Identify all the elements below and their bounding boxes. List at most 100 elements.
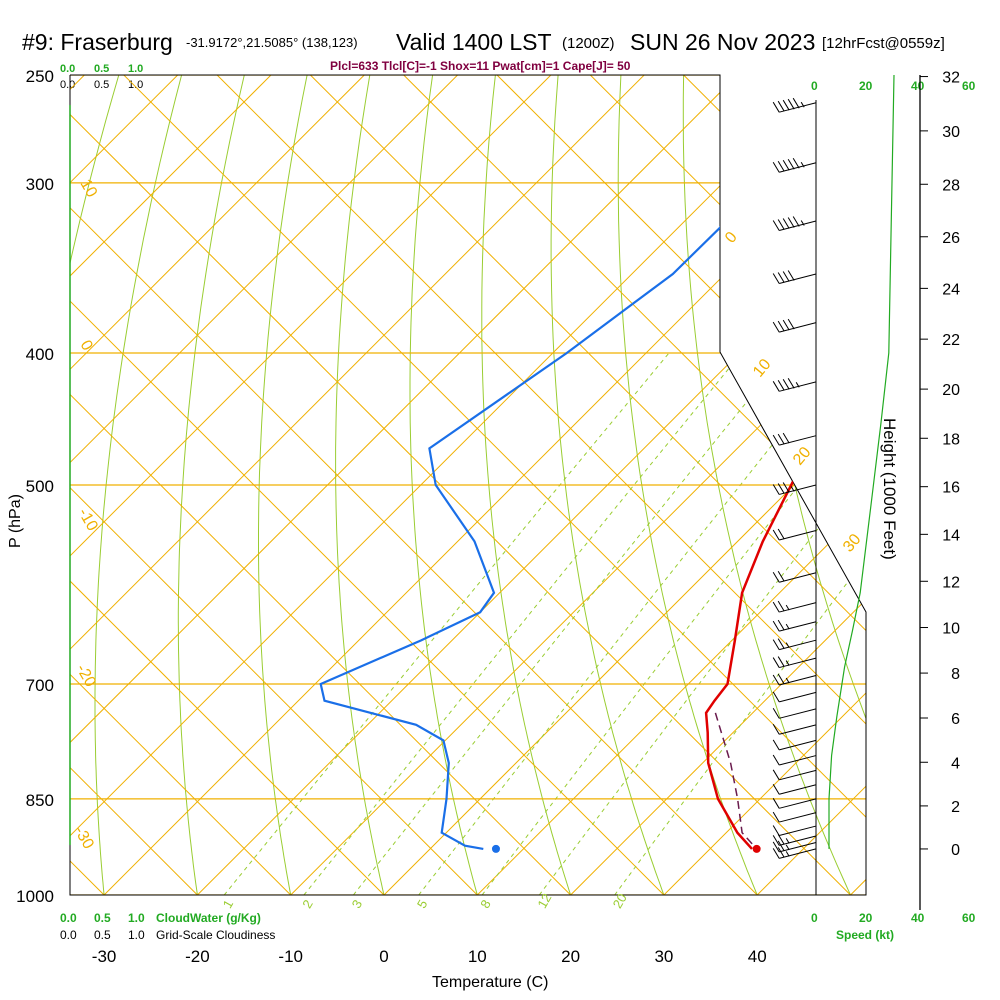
mixing-ratio-line [353, 352, 787, 895]
wind-barb-flag [772, 529, 780, 541]
speed-tick-top: 40 [911, 79, 925, 93]
temperature-tick-label: -20 [185, 947, 210, 966]
wind-barb-flag [787, 378, 795, 389]
height-tick-label: 26 [942, 230, 960, 247]
cloud-tick: 1.0 [128, 63, 143, 75]
height-tick-label: 16 [942, 480, 960, 497]
mixing-ratio-label: 2 [299, 897, 316, 911]
wind-barb-flag [782, 379, 790, 390]
wind-barb-half [800, 220, 805, 226]
wind-barb-staff [779, 322, 817, 333]
isotherm [663, 75, 866, 895]
wind-barb-flag [772, 691, 780, 703]
wind-barb-staff [779, 572, 817, 583]
dry-adiabat [550, 75, 665, 895]
isotherm-reverse [70, 75, 292, 895]
height-tick-label: 18 [942, 431, 960, 448]
speed-tick-bottom: 60 [962, 911, 976, 925]
wind-barb-half [795, 382, 800, 388]
speed-tick-bottom: 0 [811, 911, 818, 925]
pressure-tick-label: 500 [26, 477, 54, 496]
wind-barb-half [785, 604, 790, 611]
isotherm-label: -10 [75, 506, 101, 535]
wind-barb-staff [779, 798, 817, 809]
cloudwater-label: CloudWater (g/Kg) [156, 911, 261, 925]
wind-barb-staff [779, 724, 817, 735]
wind-barb-flag [782, 99, 790, 111]
wind-barb-flag [777, 656, 785, 667]
height-axis-label: Height (1000 Feet) [880, 418, 899, 560]
wind-barb [772, 691, 817, 703]
forecast-date: SUN 26 Nov 2023 [630, 29, 815, 55]
wind-barb-staff [779, 784, 817, 795]
wind-barb-half [785, 851, 790, 857]
height-tick-label: 6 [951, 711, 960, 728]
wind-barb-half [800, 101, 805, 108]
speed-tick-top: 60 [962, 79, 976, 93]
mixing-ratio-label: 20 [610, 891, 630, 911]
wind-barb-half [785, 677, 790, 684]
station-coords: -31.9172°,21.5085° (138,123) [186, 35, 358, 50]
speed-tick-top: 20 [859, 79, 873, 93]
utc-time: (1200Z) [562, 35, 615, 52]
stability-indices: Plcl=633 Tlcl[C]=-1 Shox=11 Pwat[cm]=1 C… [330, 59, 631, 73]
wind-barb [772, 811, 817, 823]
wind-barb-flag [782, 218, 790, 229]
y-axis-label: P (hPa) [7, 494, 24, 548]
wind-barb [772, 157, 817, 173]
cloud-scale-bottom: 0.0 0.5 1.0 CloudWater (g/Kg) 0.0 0.5 1.… [60, 911, 275, 942]
cloud-tick: 0.5 [94, 911, 111, 925]
wind-barb-flag [772, 601, 780, 613]
wind-barb [772, 378, 817, 392]
grid-lines [70, 75, 866, 895]
wind-barb-staff [779, 381, 817, 392]
wind-barb-flag [777, 160, 785, 172]
cloud-tick: 0.0 [60, 911, 77, 925]
wind-barb-flag [787, 98, 795, 110]
wind-barb [772, 840, 817, 853]
temperature-tick-label: 30 [654, 947, 673, 966]
wind-barb-flag [772, 381, 780, 392]
pressure-tick-label: 850 [26, 791, 54, 810]
mixing-ratio-label: 3 [349, 897, 366, 911]
speed-scale: 0 20 40 60 0 20 40 60 Speed (kt) [811, 79, 976, 942]
temperature-tick-label: 10 [468, 947, 487, 966]
isotherm-label: 10 [77, 177, 101, 201]
wind-barb-flag [792, 216, 800, 227]
height-tick-label: 2 [951, 799, 960, 816]
isotherm [70, 75, 365, 895]
height-tick-label: 0 [951, 842, 960, 859]
wind-barb [772, 847, 817, 859]
wind-barb-flag [777, 619, 785, 631]
wind-barb [772, 825, 817, 837]
speed-label: Speed (kt) [836, 928, 894, 942]
speed-tick-bottom: 20 [859, 911, 873, 925]
wind-barb [772, 798, 817, 809]
temperature-line [704, 97, 866, 850]
wind-barb-half [800, 161, 805, 168]
wind-barb-flag [772, 811, 780, 823]
wind-barb [772, 783, 817, 795]
wind-barb-staff [779, 835, 817, 846]
wind-barb [772, 97, 817, 113]
wind-barb [772, 754, 817, 766]
wind-profile [772, 74, 895, 859]
forecast-info: [12hrFcst@0559z] [822, 35, 945, 52]
wind-barb-flag [777, 100, 785, 112]
dry-adiabat [682, 75, 851, 895]
cloud-tick: 0.0 [60, 63, 75, 75]
wind-barb-flag [772, 101, 780, 113]
wind-barb [772, 724, 817, 735]
surface-dewpoint-dot [491, 844, 500, 853]
wind-barb [772, 600, 817, 613]
wind-barb-flag [772, 783, 780, 795]
wind-barb-staff [779, 639, 817, 651]
speed-tick-bottom: 40 [911, 911, 925, 925]
height-tick-label: 10 [942, 621, 960, 638]
temperature-tick-label: 0 [379, 947, 388, 966]
height-tick-label: 30 [942, 124, 960, 141]
wind-barb [772, 432, 817, 446]
wind-barb [772, 638, 817, 651]
wind-barb-flag [782, 432, 790, 444]
wind-barb-staff [779, 708, 817, 719]
